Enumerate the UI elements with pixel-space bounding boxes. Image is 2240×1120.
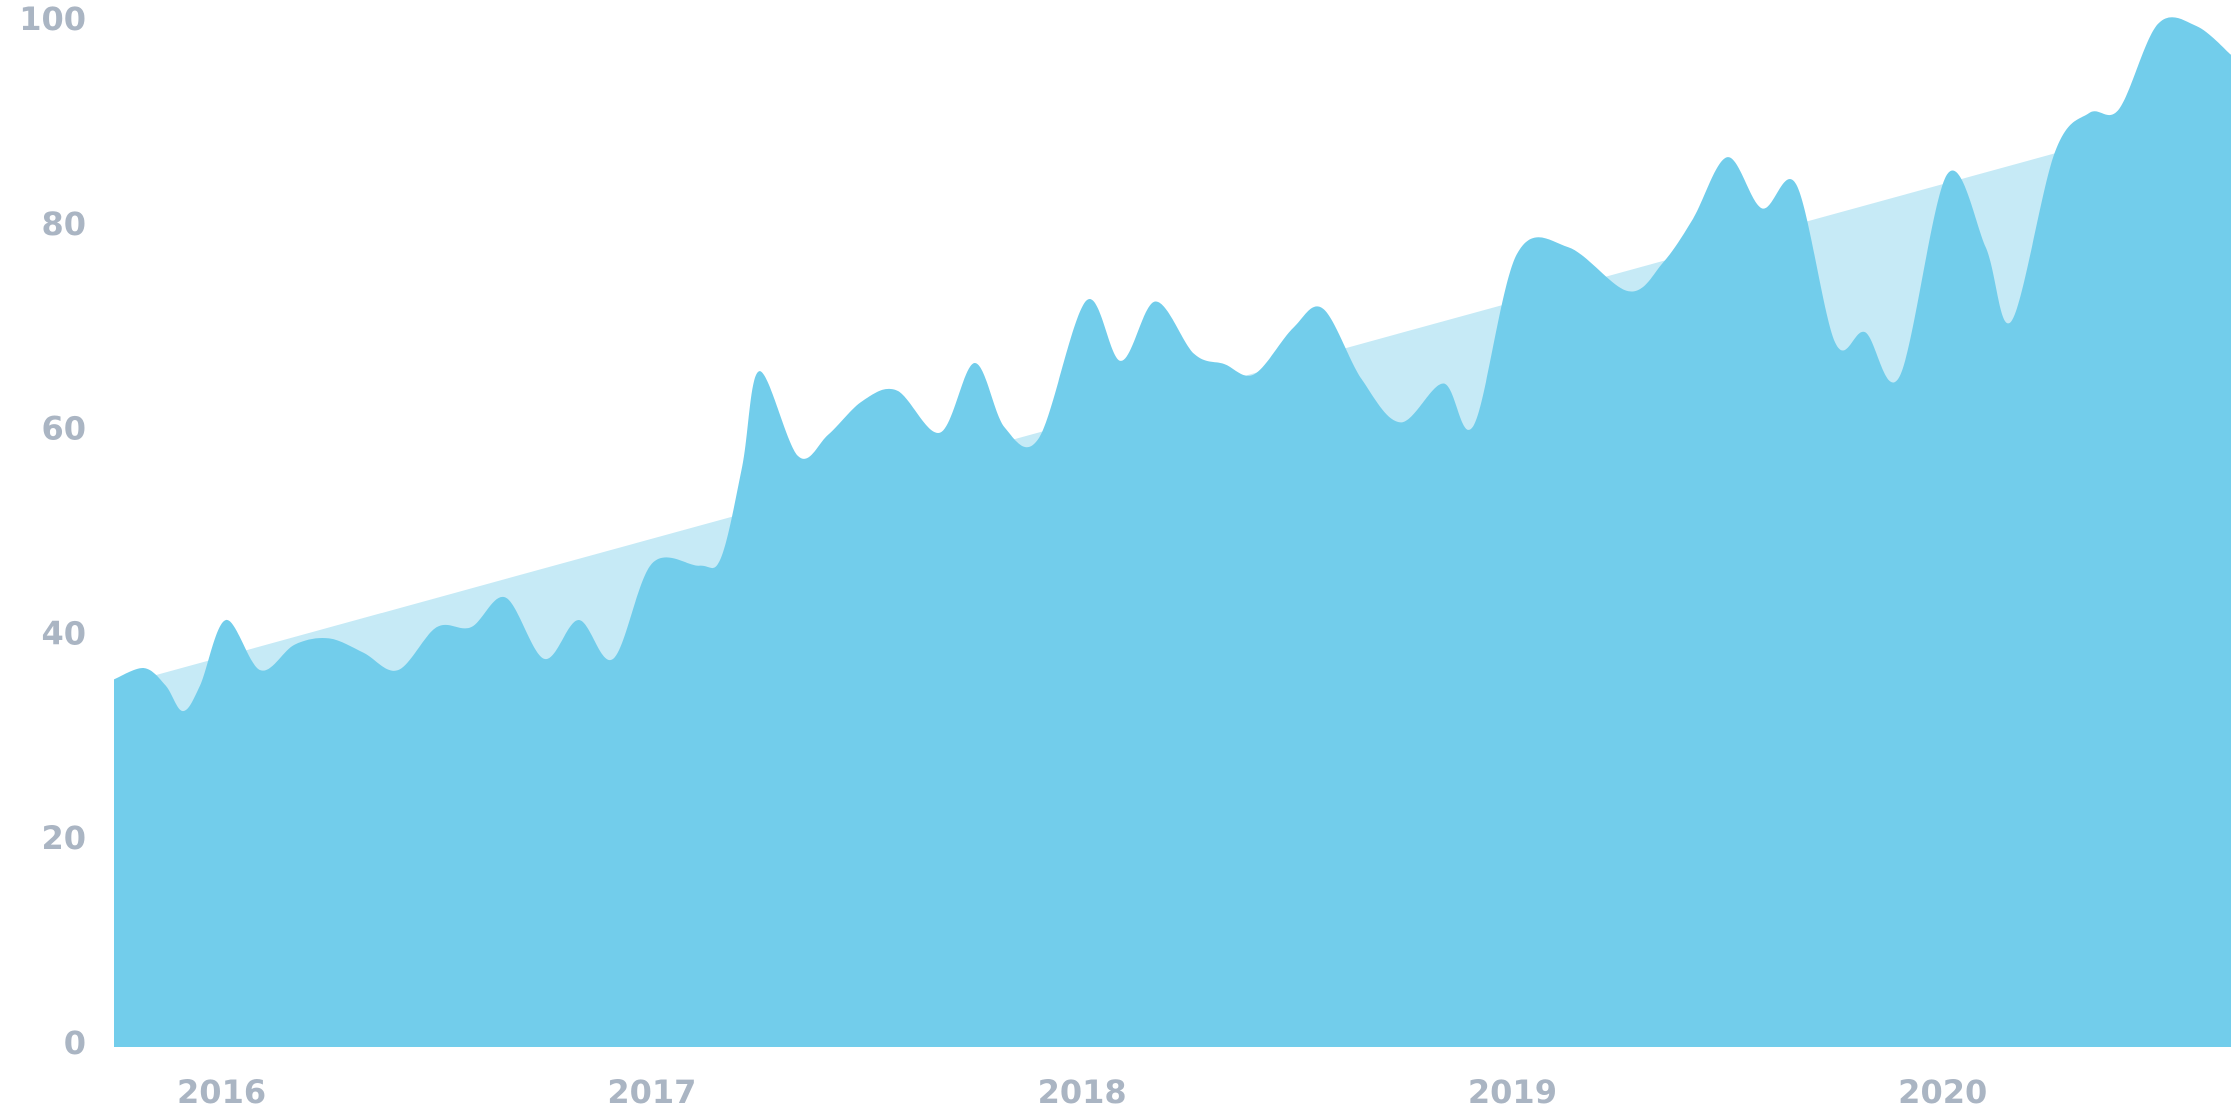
x-tick-label: 2018: [1038, 1073, 1127, 1111]
y-tick-label: 20: [41, 819, 86, 857]
y-tick-label: 100: [19, 0, 86, 38]
x-tick-label: 2020: [1898, 1073, 1987, 1111]
area: [114, 17, 2231, 1047]
x-tick-label: 2017: [607, 1073, 696, 1111]
x-tick-label: 2019: [1468, 1073, 1557, 1111]
x-tick-label: 2016: [177, 1073, 266, 1111]
y-tick-label: 40: [41, 614, 86, 652]
y-tick-label: 0: [64, 1024, 86, 1062]
y-tick-label: 60: [41, 410, 86, 448]
y-tick-label: 80: [41, 205, 86, 243]
